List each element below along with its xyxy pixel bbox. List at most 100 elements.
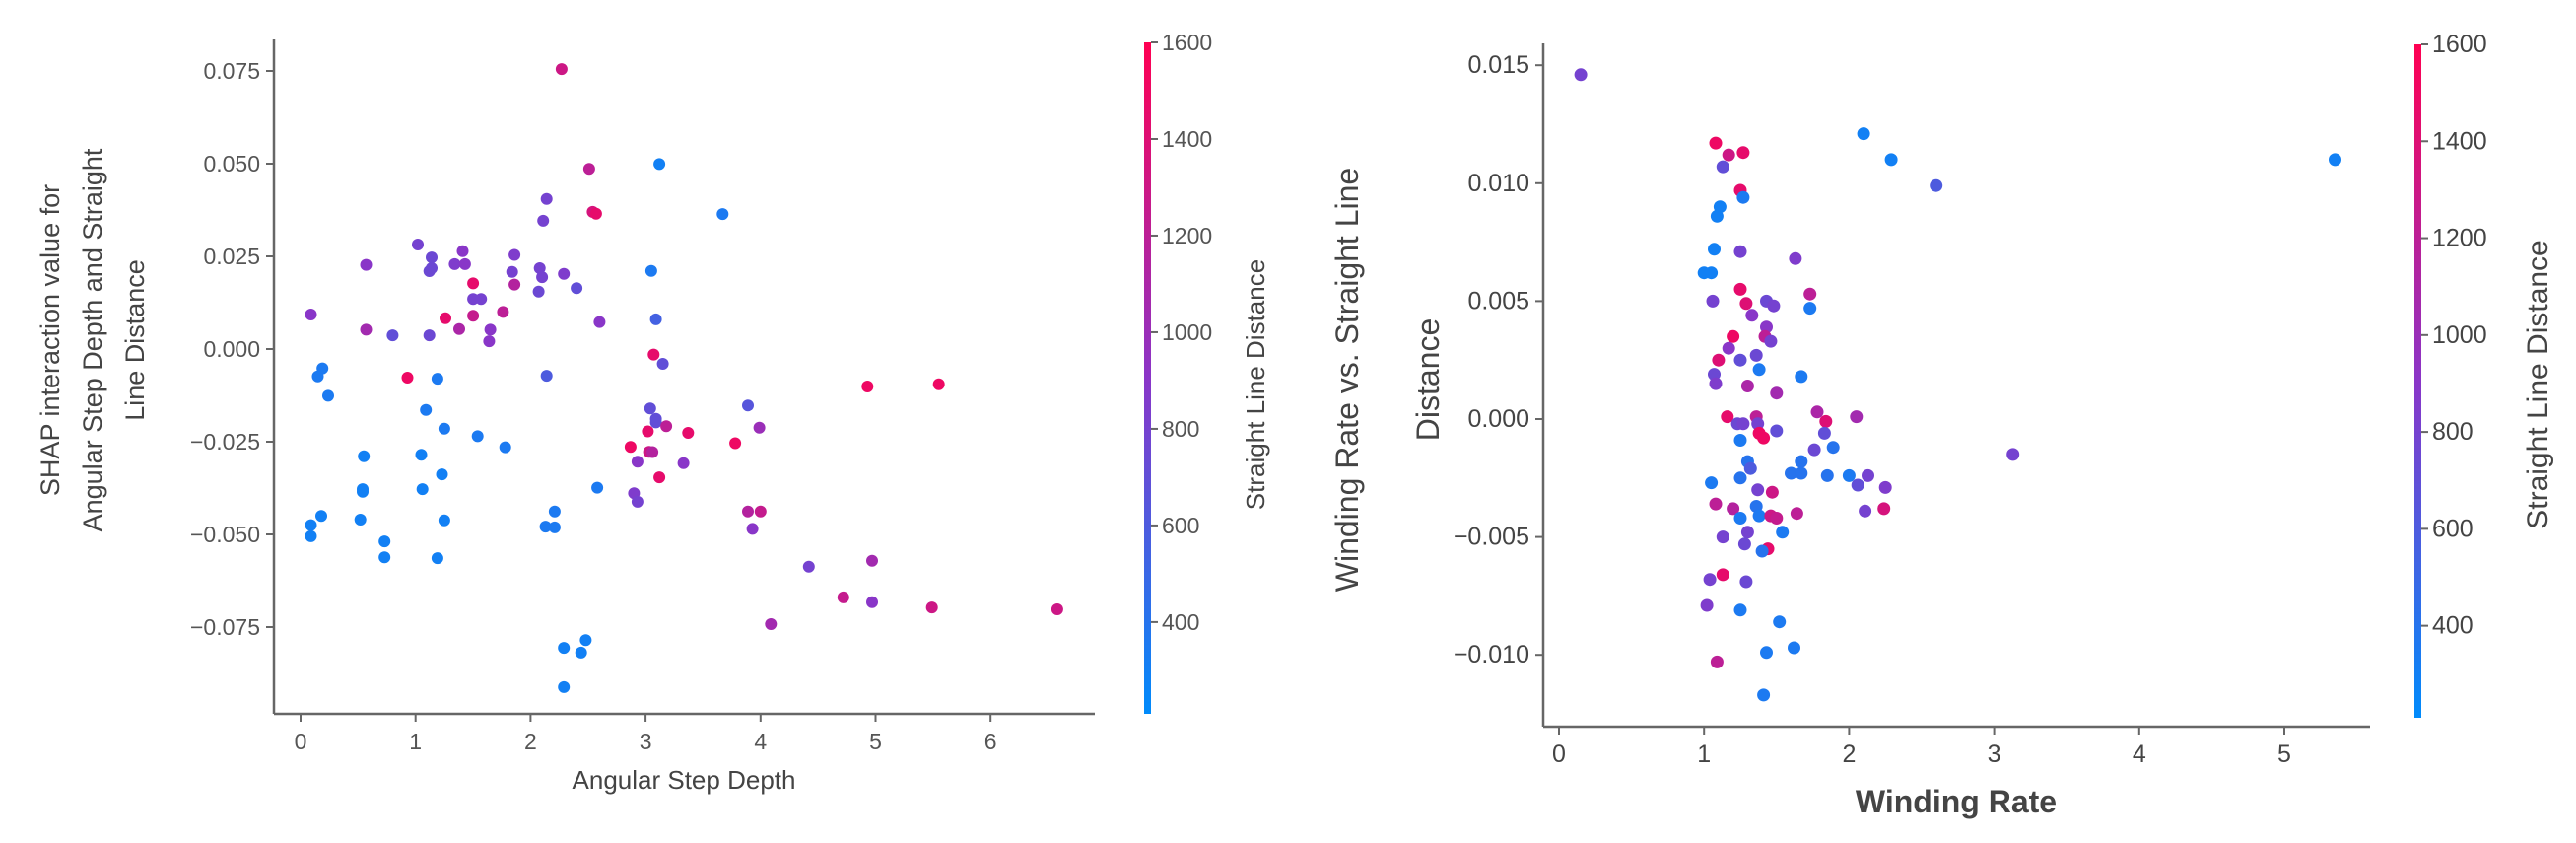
right-data-point [1705,476,1719,490]
right-y-tick-label: −0.010 [1454,641,1529,668]
right-data-point [1712,353,1726,367]
right-data-point [2329,153,2341,167]
right-colorbar-tick-label: 1600 [2432,31,2487,58]
right-data-point [1764,334,1778,348]
right-data-point [1820,468,1834,482]
right-data-point [1749,348,1763,362]
left-data-point [593,316,606,328]
right-x-tick-label: 5 [2277,740,2291,768]
left-data-point [533,262,546,274]
right-data-point [1716,160,1729,174]
left-data-point [438,422,450,435]
right-data-point [1710,209,1724,223]
left-chart: 0 1 2 3 4 5 6 0.075 0.050 0.025 0.000 −0.025 −0.050 −… [190,30,1212,754]
left-data-point [656,358,669,370]
right-data-point [1857,127,1870,141]
right-data-point [1826,441,1840,455]
right-data-point [1788,641,1800,655]
left-x-tick-label: 4 [754,729,767,754]
left-data-point [431,552,443,565]
right-data-point [1752,363,1766,377]
left-data-point [357,485,369,498]
left-data-point [660,420,673,433]
left-data-point [412,239,424,250]
right-data-point [1795,370,1808,384]
left-data-point [802,560,815,573]
left-data-point [644,264,657,277]
left-ylabel-line-1: SHAP interaction value for [35,184,65,496]
left-colorbar-tick-label: 400 [1162,609,1199,635]
right-data-point [1817,426,1831,440]
left-data-point [315,510,327,523]
right-data-point [1733,471,1747,485]
right-data-point [1709,136,1723,150]
left-data-point [716,208,729,221]
left-data-point [540,192,553,205]
left-data-point [360,258,373,271]
right-colorbar-tick-label: 1200 [2432,225,2487,252]
right-colorbar-tick-label: 1400 [2432,127,2487,155]
left-data-point [742,505,754,518]
right-data-point [1737,537,1751,551]
right-data-point [1770,424,1784,438]
right-ylabel: Winding Rate vs. Straight Line Distance [1329,168,1446,592]
right-data-point [1733,512,1747,525]
right-data-point [1745,309,1759,322]
left-data-point [575,646,587,659]
right-colorbar-tick-label: 600 [2432,515,2474,542]
right-data-point [1765,485,1779,499]
right-data-point [1736,190,1750,204]
left-data-point [467,310,480,322]
left-data-point [532,285,545,298]
right-data-point [1752,509,1766,523]
right-y-tick-label: 0.005 [1467,287,1529,315]
left-data-point [453,322,465,335]
right-colorbar-label: Straight Line Distance [2522,240,2554,529]
left-data-point [467,277,480,290]
right-data-point [1789,251,1802,265]
right-y-tick-label: 0.010 [1467,170,1529,197]
right-data-point [1819,414,1833,428]
right-x-tick-label: 1 [1697,740,1711,768]
right-data-point [1773,615,1787,629]
left-data-point [548,505,561,518]
right-data-point [1733,353,1747,367]
left-x-tick-label: 3 [640,729,652,754]
left-data-point [354,514,367,526]
left-data-point [420,403,433,416]
right-data-point [1803,287,1817,301]
left-data-point [649,416,662,429]
left-data-point [682,427,695,439]
right-data-point [1733,434,1747,447]
right-colorbar-tick-label: 1000 [2432,321,2487,349]
left-data-point [866,596,878,608]
left-data-point [305,519,317,531]
left-data-point [837,591,849,603]
left-data-point [539,521,552,533]
left-data-point [426,251,438,264]
left-data-point [646,446,659,458]
left-data-point [311,370,324,383]
right-ylabel-line-2: Distance [1410,318,1446,442]
left-colorbar-tick-label: 1200 [1162,223,1212,248]
right-data-point [1767,299,1781,313]
left-data-point [537,214,550,227]
left-data-point [415,449,428,461]
left-data-point [438,514,450,527]
right-data-point [1760,646,1773,660]
left-data-point [653,471,666,484]
right-x-tick-label: 2 [1842,740,1856,768]
left-data-point [305,309,317,320]
right-xlabel: Winding Rate [1856,784,2057,819]
right-data-point [1709,497,1723,511]
right-data-point [1736,417,1750,431]
left-data-point [536,271,549,284]
right-data-point [1803,302,1817,316]
left-data-point [647,348,660,361]
right-data-point [1706,294,1720,308]
right-data-point [1770,512,1784,525]
left-data-point [378,535,391,548]
left-data-point [431,373,443,386]
right-data-point [1716,568,1729,582]
